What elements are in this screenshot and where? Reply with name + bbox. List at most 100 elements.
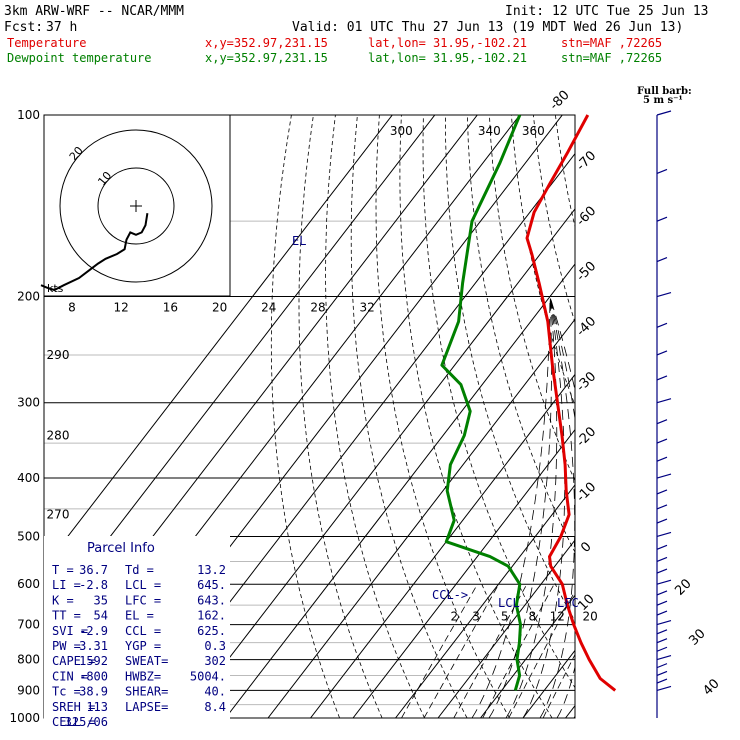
wind-barb bbox=[656, 638, 668, 644]
isotherm-label: 20 bbox=[672, 576, 694, 598]
moist-adiabat bbox=[539, 296, 575, 718]
parcel-info-cell: 40. bbox=[204, 685, 226, 699]
parcel-info-panel: Parcel Info T = 36.7 Td = 13.2 LI =-2.8 LCL =… bbox=[44, 536, 230, 729]
wind-barb bbox=[656, 350, 668, 356]
dry-adiabat bbox=[445, 115, 575, 622]
parcel-info-cell: 0.3 bbox=[204, 639, 226, 653]
dry-adiabat bbox=[350, 115, 468, 718]
wind-barb bbox=[656, 419, 668, 425]
parcel-info-cell: 302 bbox=[204, 654, 226, 668]
parcel-info-cell: PW = bbox=[52, 639, 81, 653]
isotherm-line bbox=[437, 539, 575, 718]
moist-adiabat-label: 8 bbox=[68, 301, 76, 315]
parcel-info-cell: -2.9 bbox=[79, 624, 108, 638]
parcel-info-cell: YGP = bbox=[125, 639, 161, 653]
mixing-ratio-label: 2 bbox=[451, 610, 459, 624]
isotherm-line bbox=[480, 594, 575, 718]
barb-legend-line1: Full barb: bbox=[637, 86, 692, 97]
isotherm-label: 40 bbox=[700, 676, 722, 698]
mixing-ratio-line bbox=[453, 584, 528, 718]
wind-barb bbox=[656, 518, 668, 524]
wind-barb bbox=[656, 579, 672, 585]
pressure-tick-label: 100 bbox=[17, 108, 40, 122]
legend-dewpoint-xy: x,y=352.97,231.15 bbox=[205, 51, 328, 65]
parcel-info-cell: LAPSE= bbox=[125, 700, 168, 714]
wind-barb bbox=[656, 531, 672, 538]
wind-barb bbox=[656, 590, 668, 596]
wind-barb bbox=[656, 438, 668, 444]
parcel-info-cell: 13.2 bbox=[197, 563, 226, 577]
parcel-info-cell: HWBZ= bbox=[125, 669, 161, 683]
pressure-tick-label: 200 bbox=[17, 290, 40, 304]
valid-label: Valid: 01 UTC Thu 27 Jun 13 (19 MDT Wed … bbox=[292, 20, 683, 35]
isotherm-label: -10 bbox=[574, 480, 600, 506]
moist-adiabat-label: 16 bbox=[163, 301, 178, 315]
isotherm-label: 30 bbox=[686, 626, 708, 648]
wind-barb bbox=[656, 670, 668, 676]
isotherm-line bbox=[395, 484, 575, 718]
wind-barb bbox=[656, 110, 672, 116]
dry-adiabat bbox=[467, 115, 575, 553]
moist-adiabat bbox=[471, 296, 551, 718]
mixing-ratio-line bbox=[423, 584, 500, 718]
parcel-info-cell: -800 bbox=[79, 669, 108, 683]
legend-temperature-latlon: lat,lon= 31.95,-102.21 bbox=[368, 36, 527, 50]
mixing-ratio-line bbox=[401, 584, 478, 718]
dry-adiabat bbox=[399, 115, 553, 718]
fcst-label: Fcst: bbox=[4, 20, 43, 35]
el-annotation: EL bbox=[292, 234, 306, 248]
parcel-info-cell: 35 bbox=[94, 593, 108, 607]
adiabat-label: 290 bbox=[47, 348, 70, 362]
isotherm-line bbox=[310, 373, 575, 718]
adiabat-label: 270 bbox=[47, 508, 70, 522]
legend-temperature-name: Temperature bbox=[7, 36, 86, 50]
parcel-info-cell: CIN = bbox=[52, 669, 88, 683]
wind-barb bbox=[656, 629, 668, 635]
dry-adiabat bbox=[298, 115, 383, 718]
lfc-annotation: LFC bbox=[557, 596, 579, 610]
wind-barb bbox=[656, 291, 672, 298]
adiabat-label: 360 bbox=[522, 124, 545, 138]
parcel-info-cell: 5004. bbox=[190, 669, 226, 683]
wind-barb bbox=[656, 600, 668, 606]
moist-adiabat-label: 12 bbox=[114, 301, 129, 315]
wind-barb bbox=[656, 678, 668, 684]
hodograph-ring bbox=[59, 129, 213, 283]
legend-dewpoint-stn: stn=MAF ,72265 bbox=[561, 51, 662, 65]
pressure-tick-label: 400 bbox=[17, 471, 40, 485]
dry-adiabat bbox=[709, 115, 740, 718]
ccl-annotation: CCL-> bbox=[432, 588, 468, 602]
parcel-info-cell: LFC = bbox=[125, 593, 161, 607]
parcel-info-cell: LI = bbox=[52, 578, 81, 592]
wind-barbs bbox=[656, 110, 672, 718]
pressure-tick-label: 500 bbox=[17, 529, 40, 543]
pressure-tick-label: 600 bbox=[17, 577, 40, 591]
dry-adiabat bbox=[577, 115, 740, 718]
pressure-tick-label: 300 bbox=[17, 396, 40, 410]
moist-adiabat bbox=[522, 296, 566, 718]
parcel-info-cell: 8.4 bbox=[204, 700, 226, 714]
wind-barb bbox=[656, 504, 668, 510]
parcel-info-cell: 54 bbox=[94, 609, 108, 623]
mixing-ratio-line bbox=[482, 584, 555, 718]
wind-barb bbox=[656, 168, 668, 174]
parcel-info-cell: 3.31 bbox=[79, 639, 108, 653]
wind-barb bbox=[656, 646, 668, 652]
pressure-tick-label: 700 bbox=[17, 618, 40, 632]
isotherm-line bbox=[565, 704, 575, 718]
pressure-tick-label: 1000 bbox=[9, 711, 40, 725]
parcel-info-cell: CAPE = bbox=[52, 654, 95, 668]
isotherm-label: -60 bbox=[574, 204, 600, 230]
moist-adiabat bbox=[549, 296, 575, 718]
parcel-info-cell: 113 bbox=[86, 700, 108, 714]
wind-barb bbox=[656, 322, 668, 328]
mixing-ratio-label: 8 bbox=[529, 610, 537, 624]
isotherm-line bbox=[352, 428, 575, 718]
dry-adiabat bbox=[687, 115, 740, 718]
wind-barb bbox=[656, 216, 668, 222]
wind-barb bbox=[656, 398, 672, 404]
isotherm-line bbox=[182, 208, 575, 718]
moist-adiabat bbox=[505, 296, 558, 718]
isotherm-label: -40 bbox=[574, 314, 600, 340]
